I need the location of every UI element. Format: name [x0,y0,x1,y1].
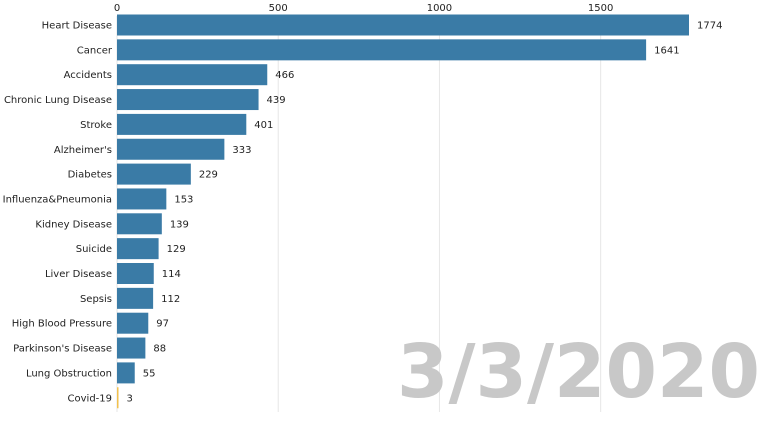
category-labels: Heart Disease Cancer Accidents Chronic Lung… [3,21,113,405]
value-label: 1774 [697,21,722,32]
value-label: 401 [254,120,273,131]
value-label: 114 [162,269,181,280]
x-tick-label: 1000 [427,3,452,14]
value-label: 229 [199,170,218,181]
bars [117,14,689,409]
bar [117,362,135,384]
bar [117,113,247,135]
bar [117,64,268,86]
bar [117,337,146,359]
bar [117,312,149,334]
category-label: Heart Disease [42,21,112,32]
category-label: Alzheimer's [54,145,112,156]
x-tick-label: 1500 [588,3,613,14]
value-label: 55 [143,368,156,379]
value-labels: 1774 1641 466 439 401 333 229 153 139 129 114 112 97… [127,21,723,405]
bar [117,138,225,160]
bar [117,188,167,210]
date-label: 3/3/2020 [397,329,760,415]
category-label: Chronic Lung Disease [4,95,112,106]
bar [117,163,191,185]
category-label: Parkinson's Disease [13,344,112,355]
value-label: 3 [127,393,133,404]
category-label: High Blood Pressure [12,319,112,330]
bar [117,14,689,36]
value-label: 439 [267,95,286,106]
category-label: Sepsis [80,294,112,305]
value-label: 1641 [654,45,679,56]
value-label: 139 [170,219,189,230]
category-label: Cancer [77,45,113,56]
category-label: Diabetes [68,170,112,181]
bar [117,387,119,409]
bar [117,263,154,284]
value-label: 129 [167,244,186,255]
bar [117,238,159,260]
x-tick-label: 500 [269,3,288,14]
bar [117,287,154,309]
category-label: Kidney Disease [35,219,112,230]
value-label: 153 [174,194,193,205]
value-label: 97 [156,319,169,330]
x-axis-tick-labels: 0 500 1000 1500 [114,3,614,14]
category-label: Covid-19 [68,393,112,404]
category-label: Suicide [76,244,112,255]
x-tick-label: 0 [114,3,120,14]
category-label: Accidents [64,70,112,81]
value-label: 112 [161,294,180,305]
bar [117,89,259,111]
category-label: Influenza&Pneumonia [3,194,112,205]
value-label: 88 [153,344,166,355]
value-label: 466 [275,70,294,81]
value-label: 333 [232,145,251,156]
bar [117,213,162,235]
category-label: Liver Disease [45,269,112,280]
category-label: Stroke [80,120,112,131]
category-label: Lung Obstruction [26,368,112,379]
bar [117,39,647,61]
